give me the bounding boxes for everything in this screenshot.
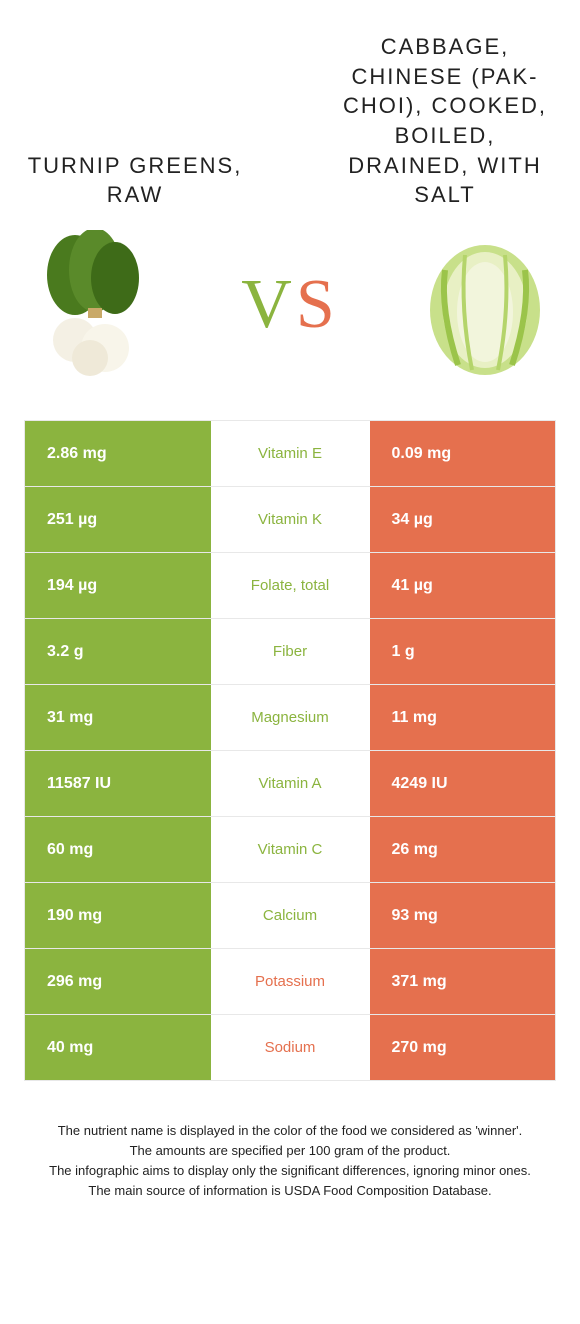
table-row: 194 µgFolate, total41 µg xyxy=(25,553,555,619)
vs-s: S xyxy=(296,266,339,343)
right-value: 93 mg xyxy=(370,883,556,948)
left-value: 296 mg xyxy=(25,949,211,1014)
footer-line-3: The infographic aims to display only the… xyxy=(30,1161,550,1181)
footer-line-4: The main source of information is USDA F… xyxy=(30,1181,550,1201)
left-value: 40 mg xyxy=(25,1015,211,1080)
nutrient-label: Fiber xyxy=(211,619,370,684)
table-row: 190 mgCalcium93 mg xyxy=(25,883,555,949)
vs-v: V xyxy=(241,266,296,343)
table-row: 3.2 gFiber1 g xyxy=(25,619,555,685)
right-value: 0.09 mg xyxy=(370,421,556,486)
left-food-title: TURNIP GREENS, RAW xyxy=(20,151,250,210)
left-value: 31 mg xyxy=(25,685,211,750)
title-row: TURNIP GREENS, RAW CABBAGE, CHINESE (PAK… xyxy=(20,10,560,210)
nutrient-label: Magnesium xyxy=(211,685,370,750)
nutrient-label: Potassium xyxy=(211,949,370,1014)
footer-line-1: The nutrient name is displayed in the co… xyxy=(30,1121,550,1141)
right-value: 11 mg xyxy=(370,685,556,750)
left-value: 60 mg xyxy=(25,817,211,882)
left-value: 2.86 mg xyxy=(25,421,211,486)
left-value: 190 mg xyxy=(25,883,211,948)
nutrient-label: Vitamin E xyxy=(211,421,370,486)
table-row: 251 µgVitamin K34 µg xyxy=(25,487,555,553)
image-row: VS xyxy=(20,220,560,390)
vs-label: VS xyxy=(241,265,339,345)
table-row: 296 mgPotassium371 mg xyxy=(25,949,555,1015)
nutrient-label: Vitamin K xyxy=(211,487,370,552)
left-value: 11587 IU xyxy=(25,751,211,816)
right-value: 4249 IU xyxy=(370,751,556,816)
left-value: 194 µg xyxy=(25,553,211,618)
nutrient-label: Folate, total xyxy=(211,553,370,618)
left-value: 251 µg xyxy=(25,487,211,552)
nutrient-label: Calcium xyxy=(211,883,370,948)
nutrient-label: Vitamin A xyxy=(211,751,370,816)
infographic-container: TURNIP GREENS, RAW CABBAGE, CHINESE (PAK… xyxy=(0,0,580,1212)
left-value: 3.2 g xyxy=(25,619,211,684)
table-row: 40 mgSodium270 mg xyxy=(25,1015,555,1081)
right-value: 41 µg xyxy=(370,553,556,618)
right-value: 371 mg xyxy=(370,949,556,1014)
turnip-greens-image xyxy=(20,230,170,380)
right-value: 1 g xyxy=(370,619,556,684)
comparison-table: 2.86 mgVitamin E0.09 mg251 µgVitamin K34… xyxy=(24,420,556,1081)
footer-line-2: The amounts are specified per 100 gram o… xyxy=(30,1141,550,1161)
right-value: 34 µg xyxy=(370,487,556,552)
table-row: 2.86 mgVitamin E0.09 mg xyxy=(25,421,555,487)
table-row: 60 mgVitamin C26 mg xyxy=(25,817,555,883)
nutrient-label: Sodium xyxy=(211,1015,370,1080)
right-food-title: CABBAGE, CHINESE (PAK-CHOI), COOKED, BOI… xyxy=(330,32,560,210)
nutrient-label: Vitamin C xyxy=(211,817,370,882)
right-value: 270 mg xyxy=(370,1015,556,1080)
right-value: 26 mg xyxy=(370,817,556,882)
table-row: 11587 IUVitamin A4249 IU xyxy=(25,751,555,817)
table-row: 31 mgMagnesium11 mg xyxy=(25,685,555,751)
footer-notes: The nutrient name is displayed in the co… xyxy=(20,1121,560,1202)
cabbage-image xyxy=(410,230,560,380)
